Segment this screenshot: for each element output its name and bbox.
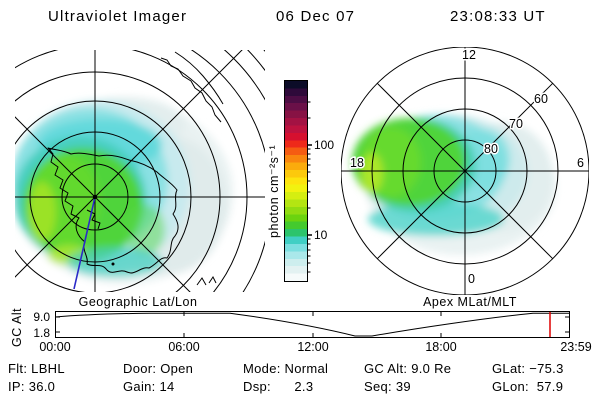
- status-door: Door: Open: [123, 361, 194, 376]
- colorbar-units-label: photon cm⁻²s⁻¹: [267, 144, 281, 238]
- status-glat: GLat: −75.3: [492, 361, 564, 376]
- small-marker-dot: [111, 262, 115, 266]
- apex-mlt-polar-plot: 12 18 6 0 80 70 60: [341, 47, 589, 295]
- timeline-xtick-0600: 06:00: [168, 340, 200, 354]
- mlat-label-70: 70: [509, 117, 523, 131]
- mlt-spokes: [341, 47, 589, 295]
- timeline-xtick-1200: 12:00: [297, 340, 329, 354]
- aurora-image-left: [15, 97, 233, 284]
- timeline-ytick-1.8: 1.8: [33, 326, 50, 340]
- orbit-track-line: [73, 196, 96, 290]
- colorbar-bands: [285, 81, 307, 281]
- status-seq: Seq: 39: [364, 379, 411, 394]
- gc-alt-curve: [55, 312, 570, 337]
- geographic-polar-plot: [15, 50, 265, 292]
- timeline-xtick-1800: 18:00: [425, 340, 457, 354]
- meridian-spokes: [15, 50, 265, 292]
- status-ip: IP: 36.0: [8, 379, 56, 394]
- mlt-label-12: 12: [462, 48, 476, 62]
- timeline-xtick-0000: 00:00: [39, 340, 71, 354]
- colorbar-ticks: [307, 101, 312, 273]
- coastline-antarctica: [47, 147, 179, 274]
- status-filter: Flt: LBHL: [8, 361, 65, 376]
- colorbar-tick-100: 100: [314, 138, 335, 152]
- mlt-label-6: 6: [577, 156, 584, 170]
- mlt-label-0: 0: [468, 272, 475, 286]
- pole-marker-dot: [92, 194, 98, 200]
- app-title: Ultraviolet Imager: [48, 8, 188, 25]
- colorbar: [284, 80, 308, 282]
- mlat-label-80: 80: [484, 142, 498, 156]
- left-plot-title: Geographic Lat/Lon: [78, 295, 198, 309]
- right-plot-title: Apex MLat/MLT: [423, 295, 517, 309]
- title-date: 06 Dec 07: [276, 8, 356, 25]
- status-gain: Gain: 14: [123, 379, 175, 394]
- altitude-timeline-plot: [55, 311, 570, 338]
- coastline-south-america: [160, 51, 224, 123]
- colorbar-tick-10: 10: [314, 228, 328, 242]
- timeline-ytick-9: 9.0: [33, 310, 50, 324]
- timeline-xtick-2359: 23:59: [560, 340, 592, 354]
- coastline-islands: [196, 276, 217, 286]
- mlat-label-60: 60: [534, 92, 548, 106]
- status-dsp: Dsp: 2.3: [243, 379, 314, 394]
- status-gc-alt: GC Alt: 9.0 Re: [364, 361, 452, 376]
- mlt-label-18: 18: [350, 156, 364, 170]
- title-time: 23:08:33 UT: [450, 8, 546, 25]
- status-glon: GLon: 57.9: [492, 379, 564, 394]
- status-mode: Mode: Normal: [243, 361, 329, 376]
